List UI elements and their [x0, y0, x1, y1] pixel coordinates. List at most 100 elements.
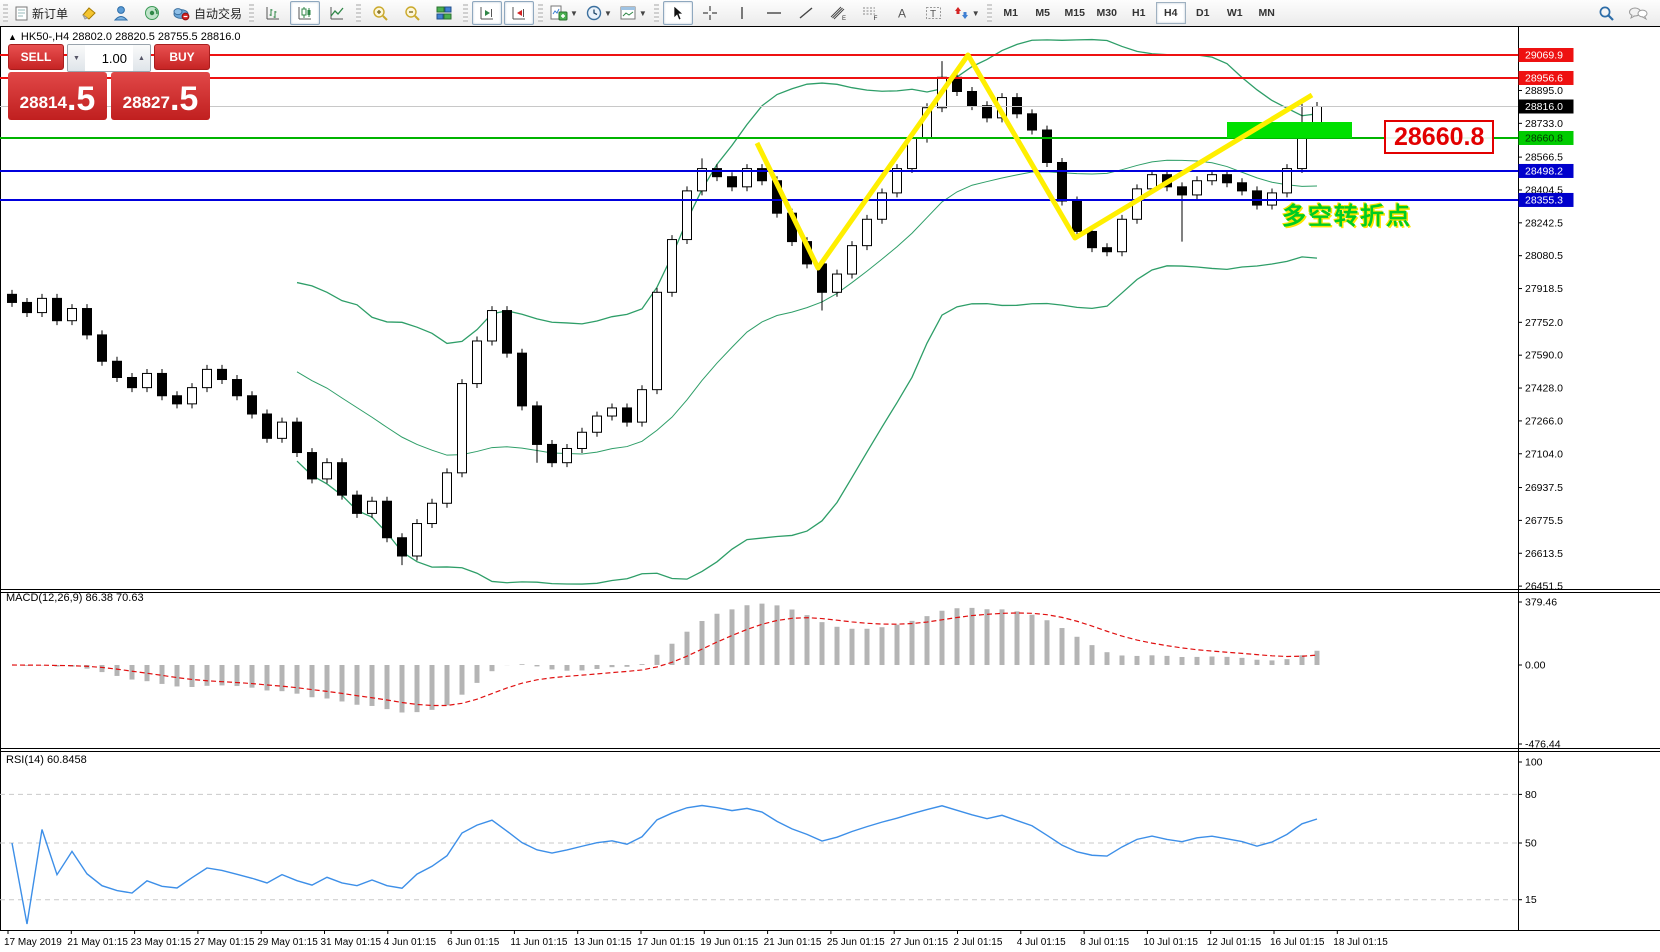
chart-frame: [0, 26, 1660, 931]
chevron-down-icon[interactable]: ▼: [971, 8, 980, 18]
horizontal-line-button[interactable]: [759, 1, 789, 25]
indicators-button[interactable]: ▼: [547, 1, 581, 25]
chevron-down-icon[interactable]: ▼: [603, 8, 612, 18]
level-lines[interactable]: [0, 54, 1518, 201]
fibonacci-button[interactable]: F: [855, 1, 885, 25]
turning-point-annotation[interactable]: 多空转折点: [1282, 203, 1412, 230]
signals-icon: [144, 5, 161, 21]
timeframe-h1-button[interactable]: H1: [1132, 7, 1146, 19]
timeframe-h4-button[interactable]: H4: [1155, 2, 1186, 24]
buy-button[interactable]: BUY: [154, 44, 210, 70]
arrows-icon: [954, 5, 970, 21]
svg-text:15: 15: [1525, 894, 1537, 906]
templates-icon: [620, 5, 637, 21]
svg-text:26937.5: 26937.5: [1525, 482, 1563, 494]
svg-text:27918.5: 27918.5: [1525, 283, 1563, 295]
fibonacci-icon: F: [861, 5, 879, 21]
svg-text:4 Jun 01:15: 4 Jun 01:15: [384, 937, 437, 948]
svg-text:28242.5: 28242.5: [1525, 217, 1563, 229]
svg-text:25 Jun 01:15: 25 Jun 01:15: [827, 937, 885, 948]
svg-text:27752.0: 27752.0: [1525, 317, 1563, 329]
sell-price-main: 28814: [19, 93, 67, 112]
horizontal-line-icon: [765, 5, 783, 21]
line-chart-button[interactable]: [322, 1, 352, 25]
price-axis[interactable]: 28895.028733.028566.528404.528242.528080…: [1518, 48, 1574, 593]
text-label-button[interactable]: T: [919, 1, 949, 25]
chart-shift-button[interactable]: [504, 1, 535, 25]
text-label-icon: T: [925, 5, 943, 21]
candlestick-chart-button[interactable]: [290, 1, 321, 25]
volume-input[interactable]: [85, 45, 133, 71]
equidistant-channel-button[interactable]: E: [823, 1, 853, 25]
svg-text:E: E: [842, 16, 846, 21]
toolbar-group-scroll: [460, 0, 535, 26]
price-callout-label[interactable]: 28660.8: [1384, 120, 1495, 154]
autotrade-icon: [172, 5, 191, 21]
new-order-button[interactable]: 新订单: [12, 1, 71, 25]
svg-text:27266.0: 27266.0: [1525, 415, 1563, 427]
search-button[interactable]: [1591, 1, 1621, 25]
timeframe-m15-button[interactable]: M15: [1064, 7, 1085, 19]
toolbar-drag-handle: [463, 4, 469, 22]
svg-text:F: F: [873, 15, 877, 21]
chat-button[interactable]: [1623, 1, 1653, 25]
chart-window[interactable]: 28895.0 28733.0 28566.5 28404.5 28242.5 28080…: [0, 26, 1660, 952]
svg-text:28816.0: 28816.0: [1525, 101, 1563, 113]
timeframe-m30-button[interactable]: M30: [1096, 7, 1117, 19]
trendline-icon: [798, 5, 814, 21]
zoom-in-button[interactable]: [365, 1, 395, 25]
time-axis[interactable]: 17 May 2019 21 May 01:15 23 May 01:15 27 Ma…: [4, 930, 1388, 948]
svg-text:16 Jul 01:15: 16 Jul 01:15: [1270, 937, 1325, 948]
chart-canvas[interactable]: 28895.028733.028566.528404.528242.528080…: [0, 26, 1660, 952]
timeframe-m1-button[interactable]: M1: [1003, 7, 1019, 19]
svg-text:28733.0: 28733.0: [1525, 118, 1563, 130]
ohlc-text: HK50-,H4 28802.0 28820.5 28755.5 28816.0: [20, 31, 241, 43]
zoom-out-button[interactable]: [397, 1, 427, 25]
toolbar-drag-handle: [249, 4, 255, 22]
buy-price[interactable]: 28827.5: [111, 72, 210, 120]
eraser-button[interactable]: [73, 1, 103, 25]
sell-price[interactable]: 28814.5: [8, 72, 107, 120]
text-button[interactable]: A: [887, 1, 917, 25]
volume-decrease-button[interactable]: ▼: [68, 45, 85, 71]
autotrade-button[interactable]: 自动交易: [169, 1, 245, 25]
bar-chart-button[interactable]: [258, 1, 288, 25]
tile-windows-button[interactable]: [429, 1, 459, 25]
svg-text:21 Jun 01:15: 21 Jun 01:15: [764, 937, 822, 948]
signals-button[interactable]: [137, 1, 167, 25]
svg-text:13 Jun 01:15: 13 Jun 01:15: [574, 937, 632, 948]
svg-text:11 Jun 01:15: 11 Jun 01:15: [510, 937, 568, 948]
equidistant-channel-icon: E: [829, 5, 847, 21]
svg-text:17 Jun 01:15: 17 Jun 01:15: [637, 937, 695, 948]
svg-text:29 May 01:15: 29 May 01:15: [257, 937, 318, 948]
timeframe-m5-button[interactable]: M5: [1035, 7, 1051, 19]
rsi-panel: [0, 793, 1518, 925]
timeframe-w1-button[interactable]: W1: [1226, 7, 1243, 19]
chevron-down-icon[interactable]: ▼: [570, 8, 578, 18]
bar-chart-icon: [265, 5, 281, 21]
crosshair-button[interactable]: [695, 1, 725, 25]
svg-text:T: T: [930, 9, 936, 20]
svg-text:28660.8: 28660.8: [1525, 132, 1563, 144]
zoom-in-icon: [372, 5, 389, 21]
vertical-line-button[interactable]: [727, 1, 757, 25]
svg-text:10 Jul 01:15: 10 Jul 01:15: [1143, 937, 1198, 948]
volume-increase-button[interactable]: ▲: [133, 45, 150, 71]
svg-text:0.00: 0.00: [1525, 660, 1546, 672]
ohlc-header: ▲ HK50-,H4 28802.0 28820.5 28755.5 28816.…: [8, 31, 241, 43]
timeframe-d1-button[interactable]: D1: [1196, 7, 1210, 19]
trendline-button[interactable]: [791, 1, 821, 25]
auto-scroll-button[interactable]: [472, 1, 503, 25]
templates-button[interactable]: ▼: [617, 1, 650, 25]
arrows-button[interactable]: ▼: [951, 1, 983, 25]
chevron-down-icon[interactable]: ▼: [638, 8, 647, 18]
collapse-arrow-icon[interactable]: ▲: [8, 32, 17, 42]
periods-button[interactable]: ▼: [583, 1, 615, 25]
publisher-button[interactable]: [105, 1, 135, 25]
volume-stepper: ▼ ▲: [67, 44, 151, 72]
zigzag-trendline[interactable]: [754, 52, 1314, 271]
sell-button[interactable]: SELL: [8, 44, 64, 70]
cursor-button[interactable]: [662, 1, 693, 25]
toolbar-group-right: [1590, 1, 1654, 25]
timeframe-mn-button[interactable]: MN: [1258, 7, 1275, 19]
